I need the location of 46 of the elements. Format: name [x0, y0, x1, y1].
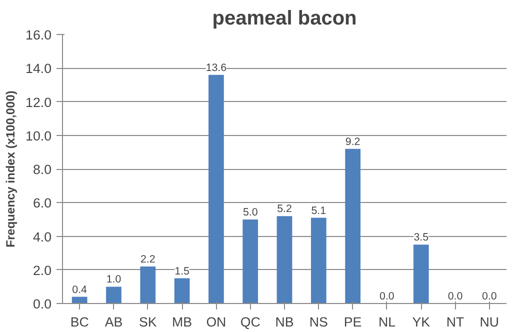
x-tick-label: SK: [138, 314, 157, 330]
x-tick-label: BC: [70, 314, 90, 330]
data-label: 1.0: [106, 274, 122, 286]
bar: [413, 244, 429, 304]
data-label: 5.2: [277, 203, 292, 216]
data-label: 0.0: [380, 290, 394, 302]
x-tick-label: NU: [480, 314, 500, 330]
bar: [242, 219, 258, 304]
bar: [345, 148, 360, 304]
y-axis-title: Frequency index (x100,000): [4, 90, 18, 248]
data-label: 3.5: [414, 232, 429, 244]
bar: [174, 278, 190, 304]
data-label: 13.6: [206, 62, 227, 74]
y-tick-label: 16.0: [26, 28, 52, 42]
bar: [276, 216, 292, 304]
y-tick-label: 14.0: [26, 61, 52, 76]
x-tick-label: YK: [412, 314, 430, 330]
data-label: 9.2: [345, 136, 360, 148]
y-tick-label: 8.0: [32, 162, 52, 177]
x-tick-label: ON: [206, 314, 226, 330]
y-tick-label: 6.0: [32, 196, 52, 211]
data-label: 5.0: [242, 206, 258, 218]
x-tick-label: NB: [275, 314, 294, 330]
x-tick-label: PE: [344, 314, 362, 330]
data-label: 1.5: [174, 265, 190, 278]
data-label: 2.2: [140, 254, 156, 266]
bar: [310, 218, 326, 304]
data-label: 0.0: [448, 290, 463, 302]
bar: [106, 286, 122, 304]
x-tick-label: NS: [309, 314, 328, 330]
data-label: 5.1: [311, 204, 326, 217]
chart-title: peameal bacon: [212, 8, 357, 30]
x-tick-label: NL: [378, 314, 396, 330]
y-tick-label: 4.0: [32, 229, 52, 244]
data-label: 0.0: [482, 290, 497, 302]
y-tick-label: 2.0: [32, 262, 52, 278]
y-tick-label: 0.0: [32, 296, 52, 312]
x-tick-label: NT: [446, 314, 464, 330]
y-tick-label: 12.0: [26, 94, 52, 110]
x-tick-label: AB: [104, 314, 123, 330]
x-tick-label: QC: [240, 314, 261, 330]
data-label: 0.4: [72, 284, 88, 296]
y-tick-label: 10.0: [26, 128, 52, 144]
bar: [140, 266, 156, 304]
x-tick-label: MB: [172, 314, 192, 330]
bar: [208, 74, 224, 304]
